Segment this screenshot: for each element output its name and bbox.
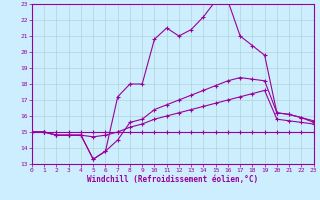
X-axis label: Windchill (Refroidissement éolien,°C): Windchill (Refroidissement éolien,°C)	[87, 175, 258, 184]
